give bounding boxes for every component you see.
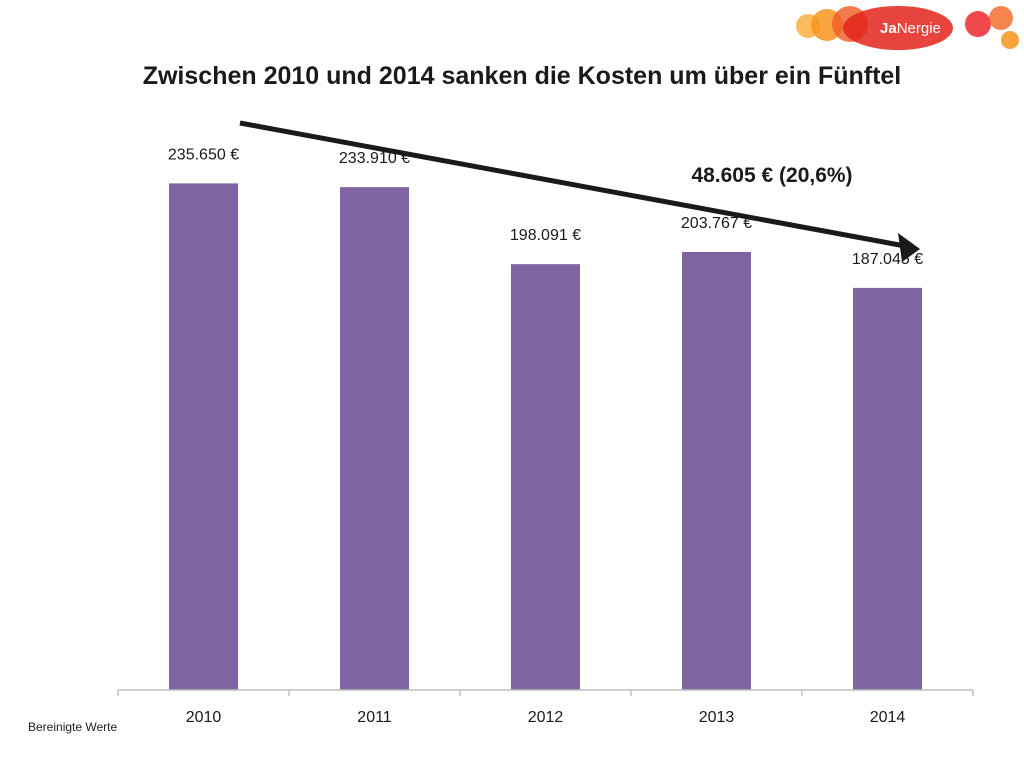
data-label-2013: 203.767 €: [681, 215, 752, 232]
logo-circle: [1001, 31, 1019, 49]
data-label-2010: 235.650 €: [168, 146, 239, 163]
trend-arrow-head: [898, 233, 920, 262]
bar-2011: [340, 187, 409, 690]
bar-2013: [682, 251, 751, 690]
x-tick-label-2011: 2011: [357, 709, 392, 726]
bar-2014: [853, 287, 922, 690]
logo-circle: [843, 6, 953, 50]
janergie-logo: JaNergie: [796, 6, 1019, 50]
x-tick-label-2014: 2014: [870, 709, 906, 726]
bar-2010: [169, 183, 238, 690]
bar-2012: [511, 264, 580, 690]
x-tick-label-2013: 2013: [699, 709, 735, 726]
axis-layer: [117, 689, 974, 696]
trend-arrow: [239, 120, 920, 262]
chart-title: Zwischen 2010 und 2014 sanken die Kosten…: [142, 62, 902, 90]
x-tick-label-2010: 2010: [186, 709, 222, 726]
data-label-2012: 198.091 €: [510, 227, 581, 244]
labels-layer: 235.650 € 2010 233.910 € 2011 198.091 € 2012 2…: [168, 146, 923, 726]
logo-circle: [965, 11, 991, 37]
trend-arrow-line: [239, 120, 906, 249]
data-label-2011: 233.910 €: [339, 150, 410, 167]
logo-text: JaNergie: [880, 20, 941, 37]
x-tick-label-2012: 2012: [528, 709, 564, 726]
bars-layer: [169, 183, 922, 690]
annotation-label: 48.605 € (20,6%): [691, 164, 852, 187]
footnote: Bereinigte Werte: [28, 720, 118, 734]
logo-circle: [989, 6, 1013, 30]
